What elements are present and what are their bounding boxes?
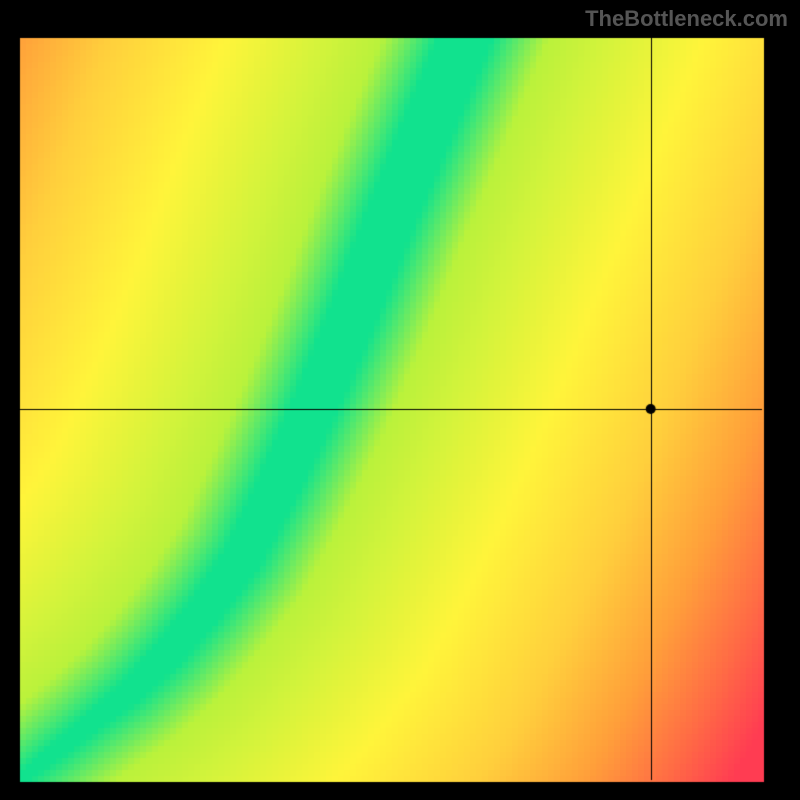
bottleneck-heatmap — [0, 0, 800, 800]
attribution-label: TheBottleneck.com — [585, 6, 788, 32]
